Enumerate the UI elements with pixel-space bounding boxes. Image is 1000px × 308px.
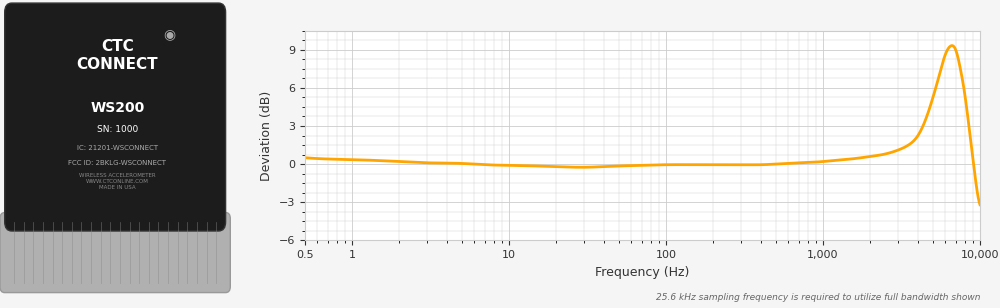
X-axis label: Frequency (Hz): Frequency (Hz) — [595, 265, 690, 278]
Text: SN: 1000: SN: 1000 — [97, 125, 138, 134]
Text: ◉: ◉ — [163, 27, 175, 41]
FancyBboxPatch shape — [0, 213, 230, 293]
Text: WIRELESS ACCELEROMETER
WWW.CTCONLINE.COM
MADE IN USA: WIRELESS ACCELEROMETER WWW.CTCONLINE.COM… — [79, 173, 156, 190]
Y-axis label: Deviation (dB): Deviation (dB) — [260, 90, 273, 181]
FancyBboxPatch shape — [5, 3, 226, 231]
Text: 25.6 kHz sampling frequency is required to utilize full bandwidth shown: 25.6 kHz sampling frequency is required … — [656, 293, 980, 302]
Text: CTC
CONNECT: CTC CONNECT — [77, 39, 158, 72]
Text: WS200: WS200 — [90, 101, 145, 115]
Text: FCC ID: 2BKLG-WSCONNECT: FCC ID: 2BKLG-WSCONNECT — [68, 160, 166, 166]
Text: IC: 21201-WSCONNECT: IC: 21201-WSCONNECT — [77, 145, 158, 151]
